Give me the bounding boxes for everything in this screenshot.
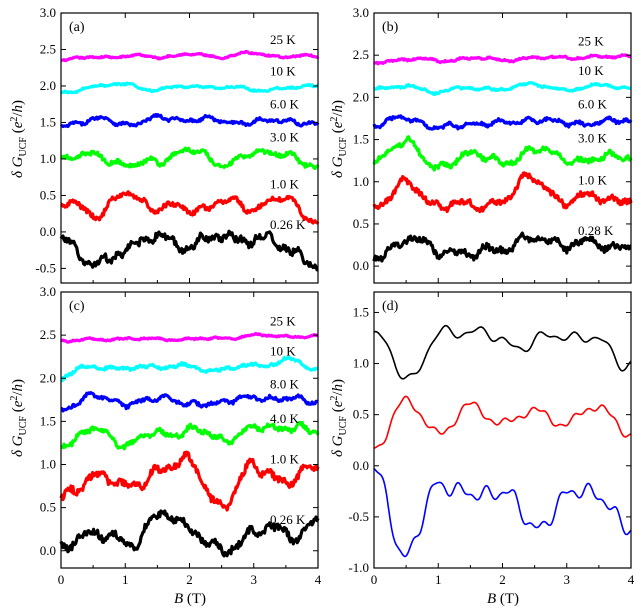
y-tick-label: 1.5	[40, 114, 56, 129]
series-line	[59, 509, 320, 558]
y-tick-label: 0.0	[353, 458, 369, 473]
x-tick-label: 4	[628, 572, 635, 587]
temperature-label: 10 K	[578, 63, 604, 78]
temperature-label: 25 K	[578, 33, 604, 48]
temperature-label: 1.0 K	[578, 173, 608, 188]
panel-c: 25 K 10 K 8.0 K 4.0 K 1.0 K 0.26 K 0 1 2 3 4 3.0 2.5…	[40, 284, 322, 587]
y-tick-label: 2.5	[40, 41, 56, 56]
panels-layer: 25 K 10 K 6.0 K 3.0 K 1.0 K 0.26 K 3.0 2.5 2.0 1.…	[35, 5, 634, 587]
panel-label: (a)	[69, 20, 85, 35]
series-line	[59, 229, 319, 272]
panel-label: (c)	[69, 299, 85, 314]
series-line	[60, 331, 319, 344]
x-tick-label: 2	[499, 572, 506, 587]
series-line	[372, 114, 633, 131]
temperature-label: 1.0 K	[270, 451, 300, 466]
panel-a: 25 K 10 K 6.0 K 3.0 K 1.0 K 0.26 K 3.0 2.5 2.0 1.…	[35, 5, 320, 284]
y-tick-label: 3.0	[40, 284, 56, 299]
series-line	[59, 112, 320, 129]
series-line	[373, 395, 632, 449]
series-line	[373, 467, 632, 558]
temperature-label: 10 K	[270, 64, 296, 79]
temperature-label: 1.0 K	[270, 177, 300, 192]
y-tick-label: -0.5	[348, 509, 369, 524]
y-tick-label: 1.5	[353, 132, 369, 147]
y-tick-label: 2.0	[40, 370, 56, 385]
y-tick-label: 2.5	[40, 327, 56, 342]
x-tick-label: 0	[371, 572, 378, 587]
y-tick-label: 0.5	[353, 407, 369, 422]
temperature-label: 4.0 K	[270, 411, 300, 426]
y-tick-label: 1.0	[40, 151, 56, 166]
y-tick-label: 2.5	[353, 47, 369, 62]
series-line	[59, 450, 320, 512]
temperature-label: 25 K	[270, 313, 296, 328]
y-tick-label: 0.0	[40, 543, 56, 558]
y-tick-label: 0.5	[40, 187, 56, 202]
y-tick-label: 3.0	[40, 5, 56, 20]
y-tick-label: 0.0	[353, 258, 369, 273]
y-tick-label: 1.5	[353, 304, 369, 319]
y-axis-title-right-top: δ GUCF (e2/h)	[329, 100, 349, 178]
temperature-label: 10 K	[270, 344, 296, 359]
series-line	[60, 355, 319, 383]
temperature-label: 0.26 K	[270, 217, 306, 232]
y-tick-label: -0.5	[35, 260, 56, 275]
series-line	[373, 81, 632, 96]
y-axis-title-right-bottom: δ GUCF (e2/h)	[329, 379, 349, 457]
y-tick-label: 2.0	[353, 89, 369, 104]
panel-d: 0 1 2 3 4 1.5 1.0 0.5 0.0 -0.5 -1.0 (d)	[348, 291, 635, 587]
temperature-label: 3.0 K	[578, 130, 608, 145]
series-line	[59, 81, 319, 95]
y-tick-label: 0.5	[40, 500, 56, 515]
temperature-label: 0.28 K	[578, 223, 614, 238]
series-line	[60, 146, 320, 171]
panel-label: (d)	[382, 299, 399, 314]
y-tick-label: 1.0	[353, 174, 369, 189]
series-line	[372, 135, 633, 172]
x-axis-title-left: B (T)	[174, 591, 206, 607]
temperature-label: 25 K	[270, 32, 296, 47]
temperature-label: 6.0 K	[578, 97, 608, 112]
series-line	[60, 49, 320, 63]
series-line	[372, 231, 632, 263]
y-tick-label: -1.0	[348, 560, 369, 575]
series-line	[60, 190, 320, 225]
series-line	[60, 420, 320, 451]
y-axis-title-bottom: δ GUCF (e2/h)	[9, 379, 29, 457]
x-tick-label: 1	[122, 572, 129, 587]
y-tick-label: 3.0	[353, 5, 369, 20]
y-tick-label: 2.0	[40, 78, 56, 93]
y-tick-label: 0.0	[40, 224, 56, 239]
x-tick-label: 3	[564, 572, 571, 587]
x-tick-label: 0	[58, 572, 65, 587]
x-tick-label: 4	[315, 572, 322, 587]
series-line	[60, 391, 319, 413]
temperature-label: 3.0 K	[270, 129, 300, 144]
temperature-label: 6.0 K	[270, 97, 300, 112]
y-tick-label: 1.5	[40, 413, 56, 428]
panel-b: 25 K 10 K 6.0 K 3.0 K 1.0 K 0.28 K 3.0 2.5 2.0 1.…	[353, 5, 633, 284]
y-tick-label: 1.0	[40, 457, 56, 472]
series-line	[372, 171, 633, 214]
x-tick-label: 2	[186, 572, 193, 587]
y-axis-title-top: δ GUCF (e2/h)	[9, 100, 29, 178]
y-tick-label: 0.5	[353, 216, 369, 231]
panel-label: (b)	[382, 20, 399, 35]
x-tick-label: 3	[251, 572, 258, 587]
series-line	[373, 324, 632, 380]
x-tick-label: 1	[435, 572, 442, 587]
plot-frame	[373, 291, 632, 569]
y-tick-label: 1.0	[353, 356, 369, 371]
series-line	[373, 53, 632, 66]
x-axis-title-right: B (T)	[487, 591, 519, 607]
temperature-label: 0.26 K	[270, 512, 306, 527]
temperature-label: 8.0 K	[270, 376, 300, 391]
